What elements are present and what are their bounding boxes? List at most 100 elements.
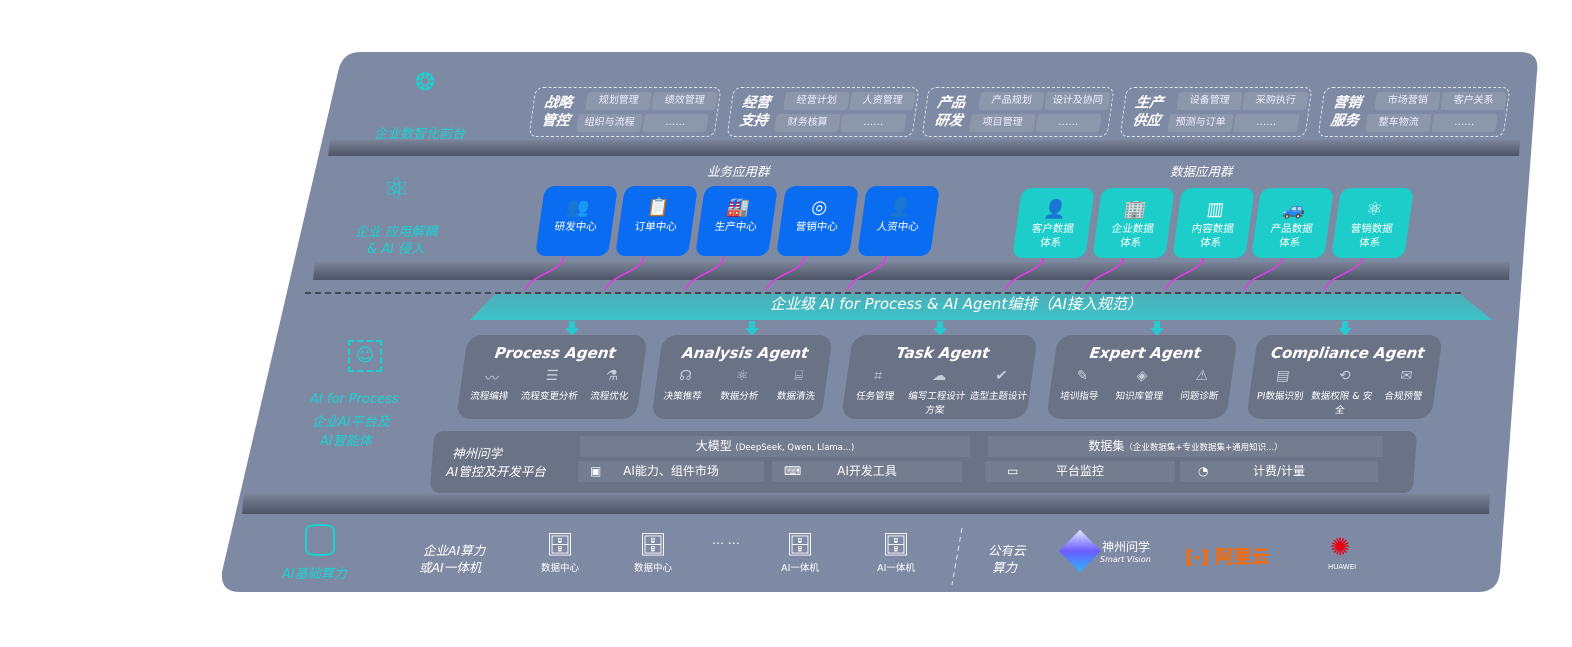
agent-name: Expert Agent	[1088, 344, 1203, 362]
agent-name: Analysis Agent	[681, 344, 810, 362]
huawei-logo-icon: ✺	[1330, 533, 1351, 561]
front-item[interactable]: 经营计划	[783, 92, 850, 110]
agent-card[interactable]: Expert Agent ✎ 培训指导 ◈ 知识库管理 ⚠ 问题诊断	[1046, 335, 1238, 419]
agent-capability: ⟲ 数据权限 & 安全	[1308, 368, 1376, 416]
front-item[interactable]: 人资管理	[849, 92, 916, 110]
market-bar[interactable]: ▣ AI能力、组件市场	[578, 461, 764, 482]
front-item[interactable]: 规划管理	[585, 92, 652, 110]
front-item[interactable]: 设计及协同	[1044, 92, 1111, 110]
business-app-tile[interactable]: 👥 研发中心	[535, 186, 618, 256]
capability-icon: ⌸	[793, 368, 805, 384]
data-app-tile[interactable]: 🚙 产品数据体系	[1251, 188, 1334, 258]
monitor-label: 平台监控	[1055, 464, 1104, 478]
agent-name: Task Agent	[895, 344, 991, 362]
agent-card[interactable]: Compliance Agent ▤ PI数据识别 ⟲ 数据权限 & 安全 ✉ 合规预警	[1246, 335, 1443, 419]
front-item[interactable]: ……	[1035, 114, 1102, 132]
books-icon: ▥	[1205, 199, 1226, 220]
agent-capability: ⚗ 流程优化	[579, 368, 643, 402]
data-apps-title: 数据应用群	[1170, 164, 1233, 179]
agent-card[interactable]: Process Agent 〰流程编排 ☰ 流程变更分析 ⚗ 流程优化	[456, 335, 648, 419]
aliyun-logo: [-] 阿里云	[1185, 547, 1270, 568]
data-app-tile[interactable]: 🏢 企业数据体系	[1092, 188, 1175, 258]
group-title: 营销 服务	[1329, 95, 1363, 129]
apps-layer-label-2: & AI 侵入	[367, 242, 425, 257]
user-icon: 👤	[1042, 199, 1069, 220]
tile-label: 客户数据体系	[1030, 223, 1075, 249]
capability-icon: ✔	[994, 368, 1009, 384]
agent-name: Process Agent	[493, 344, 618, 362]
agent-capability: ☊ 决策推荐	[654, 368, 715, 402]
front-item[interactable]: 采购执行	[1242, 92, 1309, 110]
front-item[interactable]: ……	[642, 114, 709, 132]
front-item[interactable]: ……	[840, 114, 907, 132]
connector-arrow	[846, 249, 888, 291]
llm-label: 大模型	[695, 439, 732, 453]
front-item[interactable]: 客户关系	[1440, 92, 1507, 110]
agent-card[interactable]: Task Agent ⌗ 任务管理 ☁ 编写工程设计方案 ✔ 造型主题设计	[841, 335, 1038, 419]
dev-tool-label: AI开发工具	[837, 464, 897, 478]
capability-label: 数据清洗	[776, 391, 816, 402]
person-icon: 👤	[887, 197, 914, 218]
dev-tool-icon: ⌨	[784, 464, 802, 478]
down-arrow-icon	[745, 321, 759, 336]
front-item[interactable]: 设备管理	[1176, 92, 1243, 110]
dataset-note: （企业数据集+专业数据集+通用知识...）	[1124, 443, 1283, 453]
front-item[interactable]: 整车物流	[1365, 114, 1432, 132]
private-compute-2: 或AI一体机	[419, 560, 482, 575]
target-icon: ◎	[810, 197, 829, 218]
front-item[interactable]: 产品规划	[978, 92, 1045, 110]
monitor-bar[interactable]: ▭ 平台监控	[985, 461, 1175, 482]
tile-label: 营销数据体系	[1349, 223, 1394, 249]
front-group: 战略 管控 规划管理 绩效管理 组织与流程……	[528, 87, 722, 137]
capability-label: 决策推荐	[662, 391, 703, 402]
agent-name: Compliance Agent	[1269, 344, 1426, 362]
capability-icon: ◈	[1135, 368, 1149, 384]
front-item[interactable]: 项目管理	[969, 114, 1036, 132]
agent-capability: ☁ 编写工程设计方案	[903, 368, 971, 416]
tile-label: 人资中心	[875, 221, 920, 233]
front-item[interactable]: ……	[1431, 114, 1498, 132]
front-item[interactable]: ……	[1233, 114, 1300, 132]
agent-card[interactable]: Analysis Agent ☊ 决策推荐 ⚛ 数据分析 ⌸ 数据清洗	[651, 335, 833, 419]
capability-icon: ☁	[931, 368, 948, 384]
front-item[interactable]: 预测与订单	[1167, 114, 1234, 132]
capability-label: 数据分析	[719, 391, 760, 402]
front-group: 营销 服务 市场营销 客户关系 整车物流……	[1317, 87, 1511, 137]
down-arrow-icon	[1150, 321, 1164, 336]
down-arrow-icon	[1338, 321, 1352, 336]
capability-icon: ⚛	[734, 368, 750, 384]
agent-capability: ⚛ 数据分析	[710, 368, 771, 402]
orchestration-banner: 企业级 AI for Process & AI Agent编排（AI接入规范）	[770, 295, 1142, 313]
capability-label: 合规预警	[1383, 391, 1424, 402]
tile-label: 产品数据体系	[1269, 223, 1314, 249]
billing-label: 计费/计量	[1252, 464, 1306, 478]
ai-layer-label-2: 企业AI平台及	[312, 415, 390, 430]
data-app-tile[interactable]: 👤 客户数据体系	[1012, 188, 1095, 258]
business-app-tile[interactable]: 👤 人资中心	[857, 186, 940, 256]
server-item: 🗄 数据中心	[530, 532, 590, 574]
data-app-tile[interactable]: ⚛ 营销数据体系	[1331, 188, 1414, 258]
down-arrow-icon	[565, 321, 579, 336]
monitor-icon: ▭	[1007, 464, 1019, 478]
group-title: 经营 支持	[738, 95, 772, 129]
front-group: 生产 供应 设备管理 采购执行 预测与订单……	[1119, 87, 1313, 137]
ai-layer-label-1: AI for Process	[310, 392, 399, 407]
server-icon: 🗄	[786, 533, 814, 558]
connector-arrow	[684, 249, 726, 291]
front-item[interactable]: 组织与流程	[576, 114, 643, 132]
front-item[interactable]: 绩效管理	[651, 92, 718, 110]
ai-layer-label-3: AI智能体	[320, 434, 372, 449]
dev-tool-bar[interactable]: ⌨ AI开发工具	[772, 461, 962, 482]
agent-capability: ◈ 知识库管理	[1109, 368, 1173, 402]
billing-bar[interactable]: ◔ 计费/计量	[1180, 461, 1378, 482]
llm-note: (DeepSeek, Qwen, Llama...)	[735, 443, 855, 453]
front-item[interactable]: 财务核算	[774, 114, 841, 132]
business-app-tile[interactable]: 🏭 生产中心	[695, 186, 778, 256]
market-icon: ▣	[590, 464, 602, 478]
business-app-tile[interactable]: ◎ 营销中心	[776, 186, 859, 256]
front-item[interactable]: 市场营销	[1374, 92, 1441, 110]
agent-capability: ✔ 造型主题设计	[965, 368, 1033, 416]
data-app-tile[interactable]: ▥ 内容数据体系	[1172, 188, 1255, 258]
infra-layer-label: AI基础算力	[282, 567, 347, 582]
business-app-tile[interactable]: 📋 订单中心	[615, 186, 698, 256]
